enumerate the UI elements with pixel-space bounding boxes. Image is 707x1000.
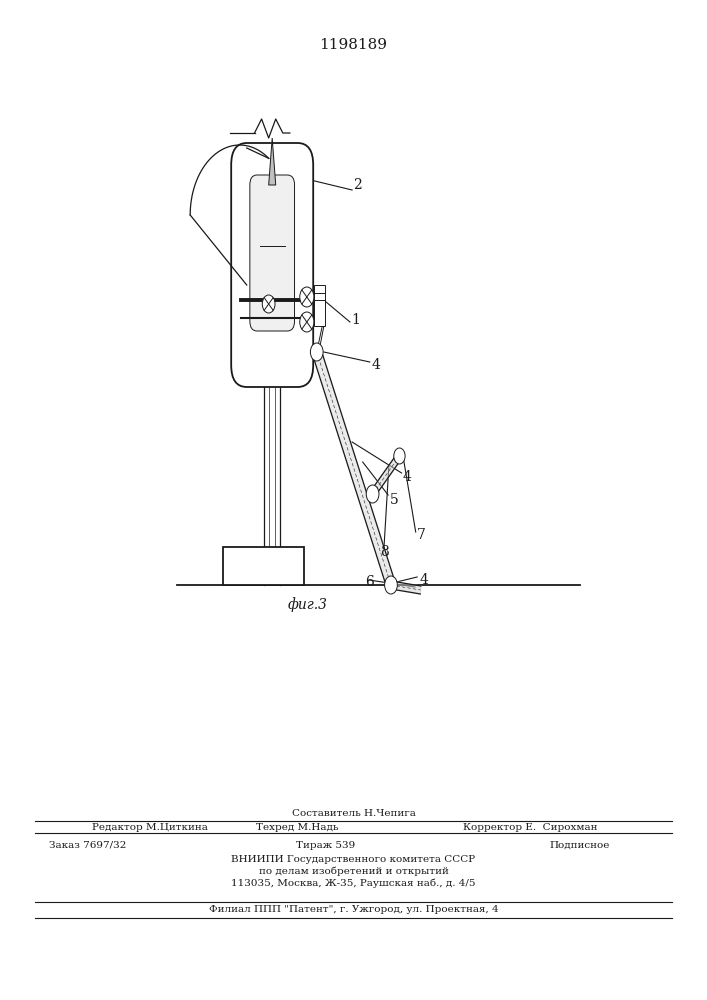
Text: Редактор М.Циткина: Редактор М.Циткина bbox=[92, 822, 208, 832]
FancyBboxPatch shape bbox=[231, 143, 313, 387]
Circle shape bbox=[394, 448, 405, 464]
Text: Филиал ППП "Патент", г. Ужгород, ул. Проектная, 4: Филиал ППП "Патент", г. Ужгород, ул. Про… bbox=[209, 906, 498, 914]
Text: Корректор Е.  Сирохман: Корректор Е. Сирохман bbox=[463, 822, 597, 832]
Text: Техред М.Надь: Техред М.Надь bbox=[256, 822, 338, 832]
Text: 4: 4 bbox=[371, 358, 380, 372]
Text: фиг.3: фиг.3 bbox=[288, 598, 327, 612]
Text: 1: 1 bbox=[351, 313, 361, 327]
Text: 7: 7 bbox=[417, 528, 426, 542]
Text: Составитель Н.Чепига: Составитель Н.Чепига bbox=[291, 810, 416, 818]
Text: 1198189: 1198189 bbox=[320, 38, 387, 52]
Circle shape bbox=[300, 287, 314, 307]
Bar bbox=[223, 547, 304, 585]
Circle shape bbox=[310, 343, 323, 361]
Text: 5: 5 bbox=[390, 493, 399, 507]
Text: Заказ 7697/32: Заказ 7697/32 bbox=[49, 840, 127, 850]
Text: 4: 4 bbox=[419, 573, 428, 587]
Polygon shape bbox=[312, 349, 395, 588]
Text: 6: 6 bbox=[365, 575, 373, 589]
Circle shape bbox=[300, 312, 314, 332]
Text: 4: 4 bbox=[403, 470, 412, 484]
Text: ВНИИПИ Государственного комитета СССР: ВНИИПИ Государственного комитета СССР bbox=[231, 854, 476, 863]
Text: 2: 2 bbox=[354, 178, 362, 192]
Text: Подписное: Подписное bbox=[549, 840, 610, 850]
FancyBboxPatch shape bbox=[250, 175, 295, 331]
Polygon shape bbox=[391, 581, 421, 594]
Polygon shape bbox=[269, 138, 276, 185]
Circle shape bbox=[262, 295, 275, 313]
Bar bbox=[314, 285, 325, 326]
Circle shape bbox=[366, 485, 379, 503]
Text: по делам изобретений и открытий: по делам изобретений и открытий bbox=[259, 866, 448, 876]
Text: 113035, Москва, Ж-35, Раушская наб., д. 4/5: 113035, Москва, Ж-35, Раушская наб., д. … bbox=[231, 878, 476, 888]
Circle shape bbox=[385, 576, 397, 594]
Text: Тираж 539: Тираж 539 bbox=[296, 840, 355, 850]
Polygon shape bbox=[370, 453, 402, 497]
Text: 8: 8 bbox=[380, 545, 388, 559]
